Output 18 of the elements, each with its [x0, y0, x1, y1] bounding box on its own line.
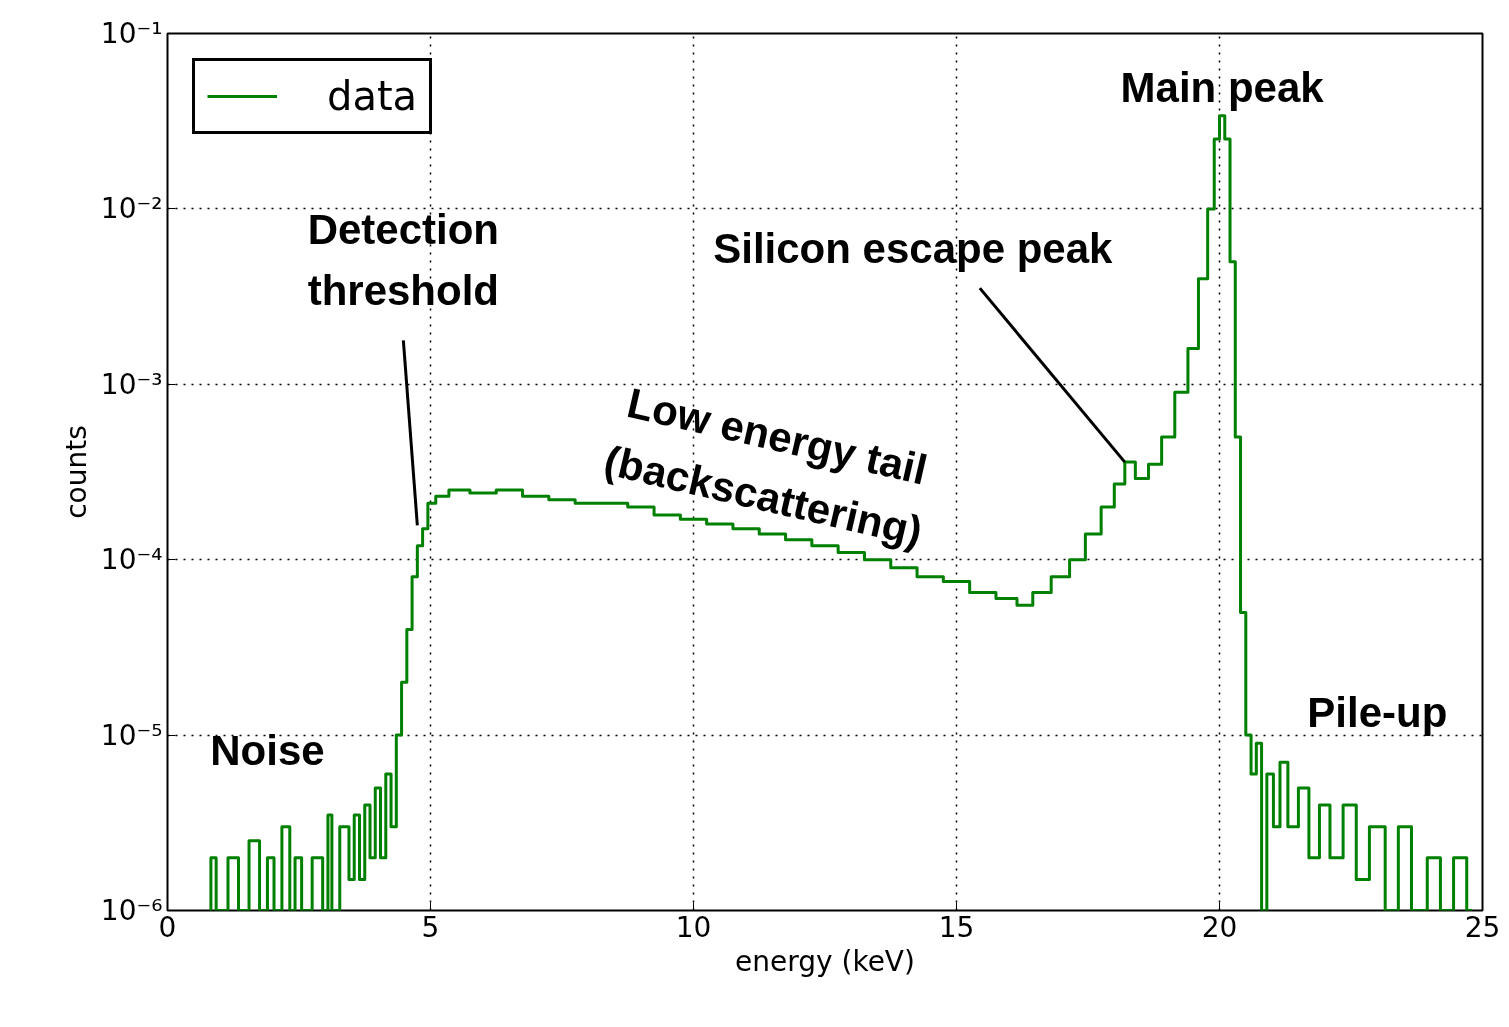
- y-tick-label: 10⁻¹: [100, 17, 163, 50]
- y-tick-label: 10⁻⁵: [100, 718, 163, 752]
- annotation: Pile-up: [1307, 689, 1448, 737]
- x-tick-label: 10: [675, 910, 712, 944]
- legend-label: data: [327, 73, 418, 119]
- x-tick-label: 20: [1201, 910, 1238, 944]
- x-axis-title: energy (keV): [735, 944, 915, 978]
- annotation: Main peak: [1120, 64, 1325, 112]
- y-tick-label: 10⁻⁴: [100, 543, 163, 577]
- x-tick-label: 15: [938, 910, 975, 944]
- y-axis-title: counts: [59, 425, 93, 519]
- annotation: Silicon escape peak: [713, 224, 1114, 272]
- x-tick-label: 5: [421, 910, 440, 944]
- annotation: Detection threshold: [307, 206, 500, 315]
- y-tick-label: 10⁻²: [100, 192, 163, 226]
- annotation: Noise: [210, 727, 325, 775]
- y-tick-label: 10⁻³: [100, 367, 163, 401]
- x-tick-label: 25: [1464, 910, 1501, 944]
